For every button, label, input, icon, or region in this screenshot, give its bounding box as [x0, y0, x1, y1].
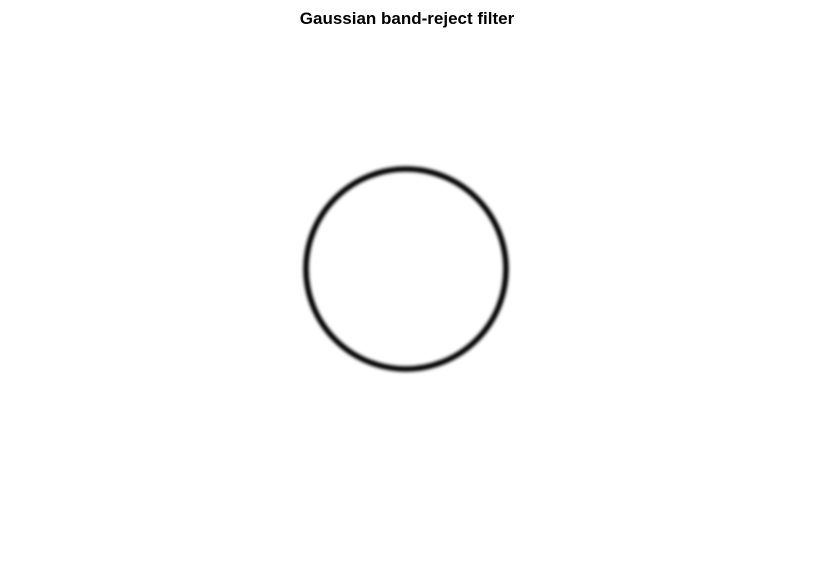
reject-band-ring	[303, 166, 509, 372]
figure-title: Gaussian band-reject filter	[299, 9, 515, 28]
